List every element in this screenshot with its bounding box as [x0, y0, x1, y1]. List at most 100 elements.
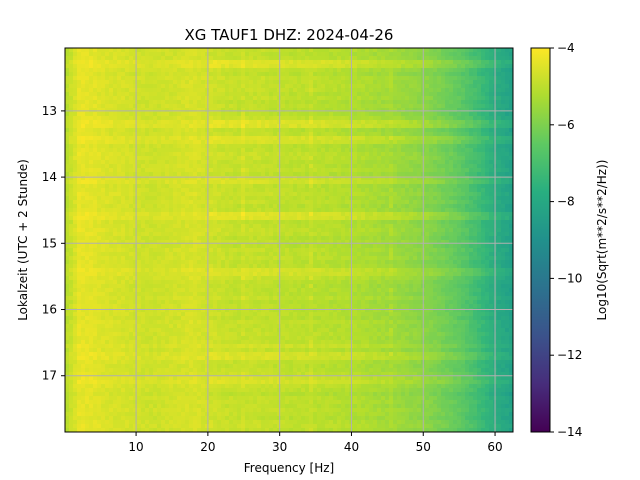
heatmap-cell — [109, 140, 114, 145]
heatmap-cell — [73, 212, 78, 217]
heatmap-cell — [393, 168, 398, 173]
heatmap-cell — [113, 160, 118, 165]
heatmap-cell — [249, 200, 254, 205]
heatmap-cell — [169, 88, 174, 93]
heatmap-cell — [301, 84, 306, 89]
heatmap-cell — [77, 196, 82, 201]
heatmap-cell — [205, 76, 210, 81]
heatmap-cell — [125, 156, 130, 161]
heatmap-cell — [257, 220, 262, 225]
heatmap-cell — [173, 100, 178, 105]
heatmap-cell — [437, 76, 442, 81]
heatmap-cell — [465, 172, 470, 177]
heatmap-cell — [113, 152, 118, 157]
heatmap-cell — [469, 176, 474, 181]
heatmap-cell — [457, 56, 462, 61]
heatmap-cell — [289, 156, 294, 161]
heatmap-cell — [117, 128, 122, 133]
heatmap-cell — [165, 172, 170, 177]
heatmap-cell — [165, 180, 170, 185]
heatmap-cell — [265, 88, 270, 93]
heatmap-cell — [125, 100, 130, 105]
heatmap-cell — [425, 168, 430, 173]
heatmap-cell — [397, 64, 402, 69]
heatmap-cell — [437, 60, 442, 65]
heatmap-cell — [289, 116, 294, 121]
heatmap-cell — [233, 160, 238, 165]
heatmap-cell — [281, 212, 286, 217]
heatmap-cell — [453, 80, 458, 85]
heatmap-cell — [377, 132, 382, 137]
heatmap-cell — [385, 76, 390, 81]
heatmap-cell — [281, 136, 286, 141]
heatmap-cell — [413, 168, 418, 173]
heatmap-cell — [309, 120, 314, 125]
heatmap-cell — [497, 56, 502, 61]
heatmap-cell — [329, 104, 334, 109]
heatmap-cell — [501, 184, 506, 189]
heatmap-cell — [489, 164, 494, 169]
heatmap-cell — [145, 120, 150, 125]
heatmap-cell — [117, 112, 122, 117]
heatmap-cell — [353, 216, 358, 221]
heatmap-cell — [173, 92, 178, 97]
heatmap-cell — [377, 124, 382, 129]
heatmap-cell — [73, 68, 78, 73]
heatmap-cell — [173, 72, 178, 77]
heatmap-cell — [173, 204, 178, 209]
heatmap-cell — [509, 124, 513, 129]
heatmap-cell — [189, 184, 194, 189]
heatmap-cell — [289, 92, 294, 97]
heatmap-cell — [389, 164, 394, 169]
heatmap-cell — [201, 188, 206, 193]
heatmap-cell — [153, 224, 158, 229]
heatmap-cell — [101, 136, 106, 141]
heatmap-cell — [509, 148, 513, 153]
heatmap-cell — [201, 64, 206, 69]
heatmap-cell — [441, 196, 446, 201]
heatmap-cell — [429, 60, 434, 65]
heatmap-cell — [425, 156, 430, 161]
heatmap-cell — [109, 168, 114, 173]
heatmap-cell — [257, 72, 262, 77]
heatmap-cell — [153, 76, 158, 81]
heatmap-cell — [157, 108, 162, 113]
heatmap-cell — [109, 184, 114, 189]
heatmap-cell — [413, 76, 418, 81]
heatmap-cell — [109, 144, 114, 149]
heatmap-cell — [249, 108, 254, 113]
heatmap-cell — [329, 116, 334, 121]
heatmap-cell — [185, 100, 190, 105]
heatmap-cell — [365, 216, 370, 221]
heatmap-cell — [149, 68, 154, 73]
heatmap-cell — [177, 80, 182, 85]
heatmap-cell — [453, 160, 458, 165]
heatmap-cell — [373, 116, 378, 121]
heatmap-cell — [181, 212, 186, 217]
heatmap-cell — [469, 124, 474, 129]
heatmap-cell — [365, 76, 370, 81]
heatmap-cell — [193, 200, 198, 205]
heatmap-cell — [445, 52, 450, 57]
heatmap-cell — [337, 212, 342, 217]
heatmap-cell — [329, 60, 334, 65]
heatmap-cell — [249, 136, 254, 141]
heatmap-cell — [317, 136, 322, 141]
heatmap-cell — [389, 92, 394, 97]
heatmap-cell — [237, 148, 242, 153]
heatmap-cell — [441, 120, 446, 125]
heatmap-cell — [281, 156, 286, 161]
heatmap-cell — [409, 92, 414, 97]
heatmap-cell — [145, 88, 150, 93]
heatmap-cell — [269, 128, 274, 133]
heatmap-cell — [497, 220, 502, 225]
heatmap-cell — [345, 152, 350, 157]
heatmap-cell — [165, 176, 170, 181]
heatmap-cell — [489, 76, 494, 81]
heatmap-cell — [505, 56, 510, 61]
heatmap-cell — [365, 168, 370, 173]
heatmap-cell — [293, 72, 298, 77]
heatmap-cell — [113, 80, 118, 85]
heatmap-cell — [325, 136, 330, 141]
heatmap-cell — [117, 116, 122, 121]
